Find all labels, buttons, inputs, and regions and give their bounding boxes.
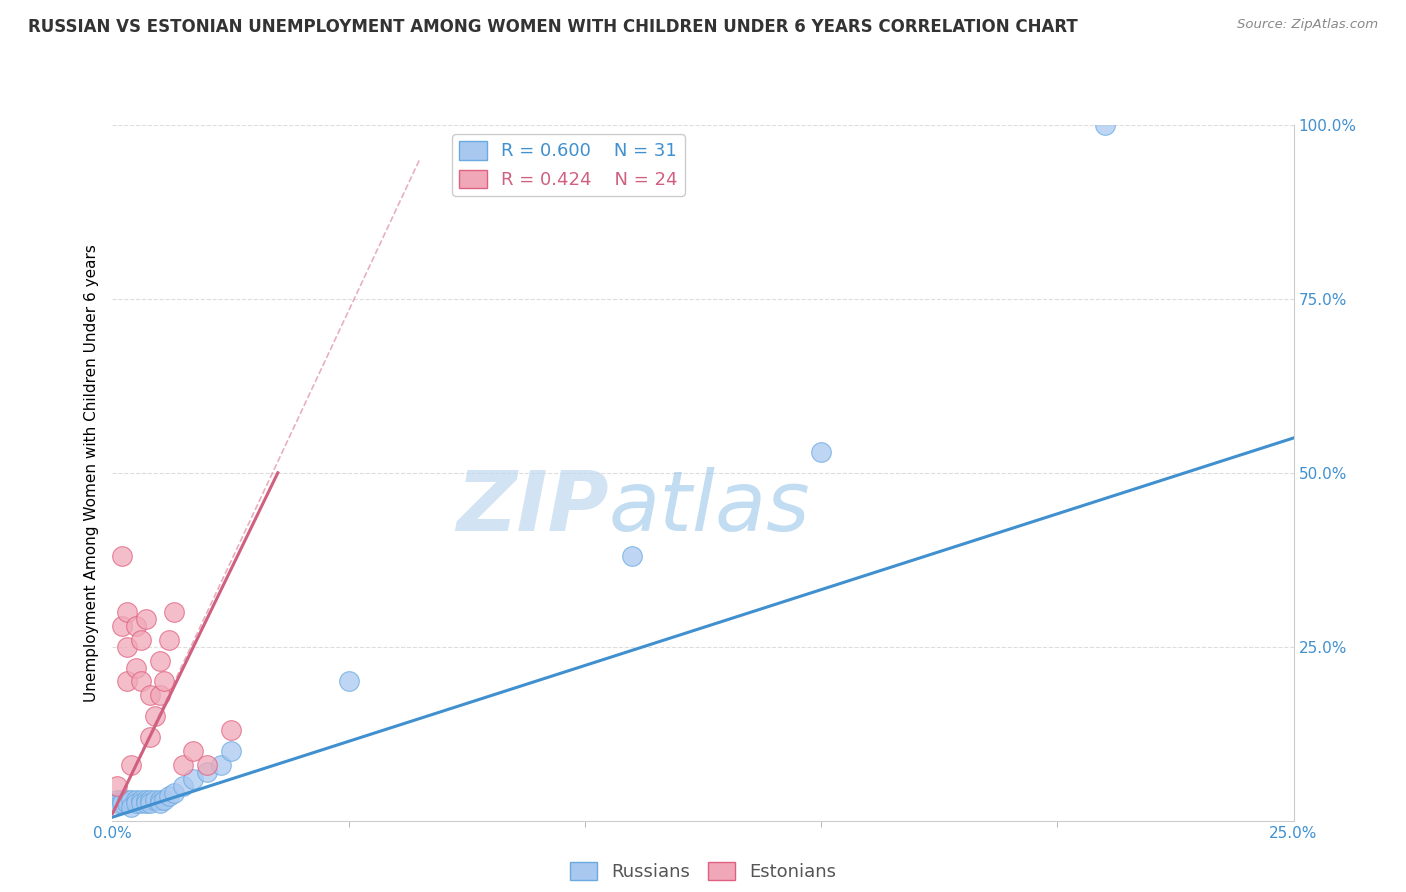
Point xyxy=(219,723,242,738)
Point xyxy=(149,654,172,668)
Point xyxy=(195,758,218,772)
Point xyxy=(129,674,152,689)
Point xyxy=(153,674,176,689)
Y-axis label: Unemployment Among Women with Children Under 6 years: Unemployment Among Women with Children U… xyxy=(83,244,98,702)
Point xyxy=(1094,118,1116,132)
Text: ZIP: ZIP xyxy=(456,467,609,548)
Point xyxy=(125,619,148,633)
Text: RUSSIAN VS ESTONIAN UNEMPLOYMENT AMONG WOMEN WITH CHILDREN UNDER 6 YEARS CORRELA: RUSSIAN VS ESTONIAN UNEMPLOYMENT AMONG W… xyxy=(28,18,1078,36)
Point xyxy=(172,758,194,772)
Point xyxy=(135,796,157,810)
Point xyxy=(157,632,180,647)
Point xyxy=(337,674,360,689)
Point xyxy=(163,786,186,800)
Point xyxy=(149,689,172,703)
Point xyxy=(111,549,134,564)
Point xyxy=(139,730,162,744)
Point xyxy=(111,793,134,807)
Point xyxy=(139,689,162,703)
Text: Source: ZipAtlas.com: Source: ZipAtlas.com xyxy=(1237,18,1378,31)
Point xyxy=(115,796,138,810)
Point xyxy=(172,779,194,793)
Point xyxy=(621,549,644,564)
Point xyxy=(157,789,180,804)
Point xyxy=(115,674,138,689)
Point xyxy=(125,660,148,674)
Point xyxy=(105,796,128,810)
Point xyxy=(209,758,232,772)
Point xyxy=(125,796,148,810)
Point xyxy=(129,793,152,807)
Point xyxy=(115,793,138,807)
Point xyxy=(139,796,162,810)
Point xyxy=(153,793,176,807)
Legend: Russians, Estonians: Russians, Estonians xyxy=(562,855,844,888)
Point xyxy=(181,772,204,786)
Point xyxy=(135,612,157,626)
Point xyxy=(120,793,142,807)
Point xyxy=(219,744,242,758)
Point xyxy=(181,744,204,758)
Point xyxy=(105,793,128,807)
Point xyxy=(195,764,218,779)
Point xyxy=(111,619,134,633)
Point xyxy=(810,445,832,459)
Point xyxy=(149,796,172,810)
Point xyxy=(120,758,142,772)
Point xyxy=(111,796,134,810)
Point xyxy=(105,779,128,793)
Point xyxy=(143,793,166,807)
Text: atlas: atlas xyxy=(609,467,810,548)
Point xyxy=(120,799,142,814)
Point xyxy=(139,793,162,807)
Point xyxy=(149,793,172,807)
Point xyxy=(143,709,166,723)
Point xyxy=(129,796,152,810)
Point xyxy=(115,640,138,654)
Point xyxy=(135,793,157,807)
Point xyxy=(125,793,148,807)
Point xyxy=(163,605,186,619)
Point xyxy=(115,605,138,619)
Point xyxy=(129,632,152,647)
